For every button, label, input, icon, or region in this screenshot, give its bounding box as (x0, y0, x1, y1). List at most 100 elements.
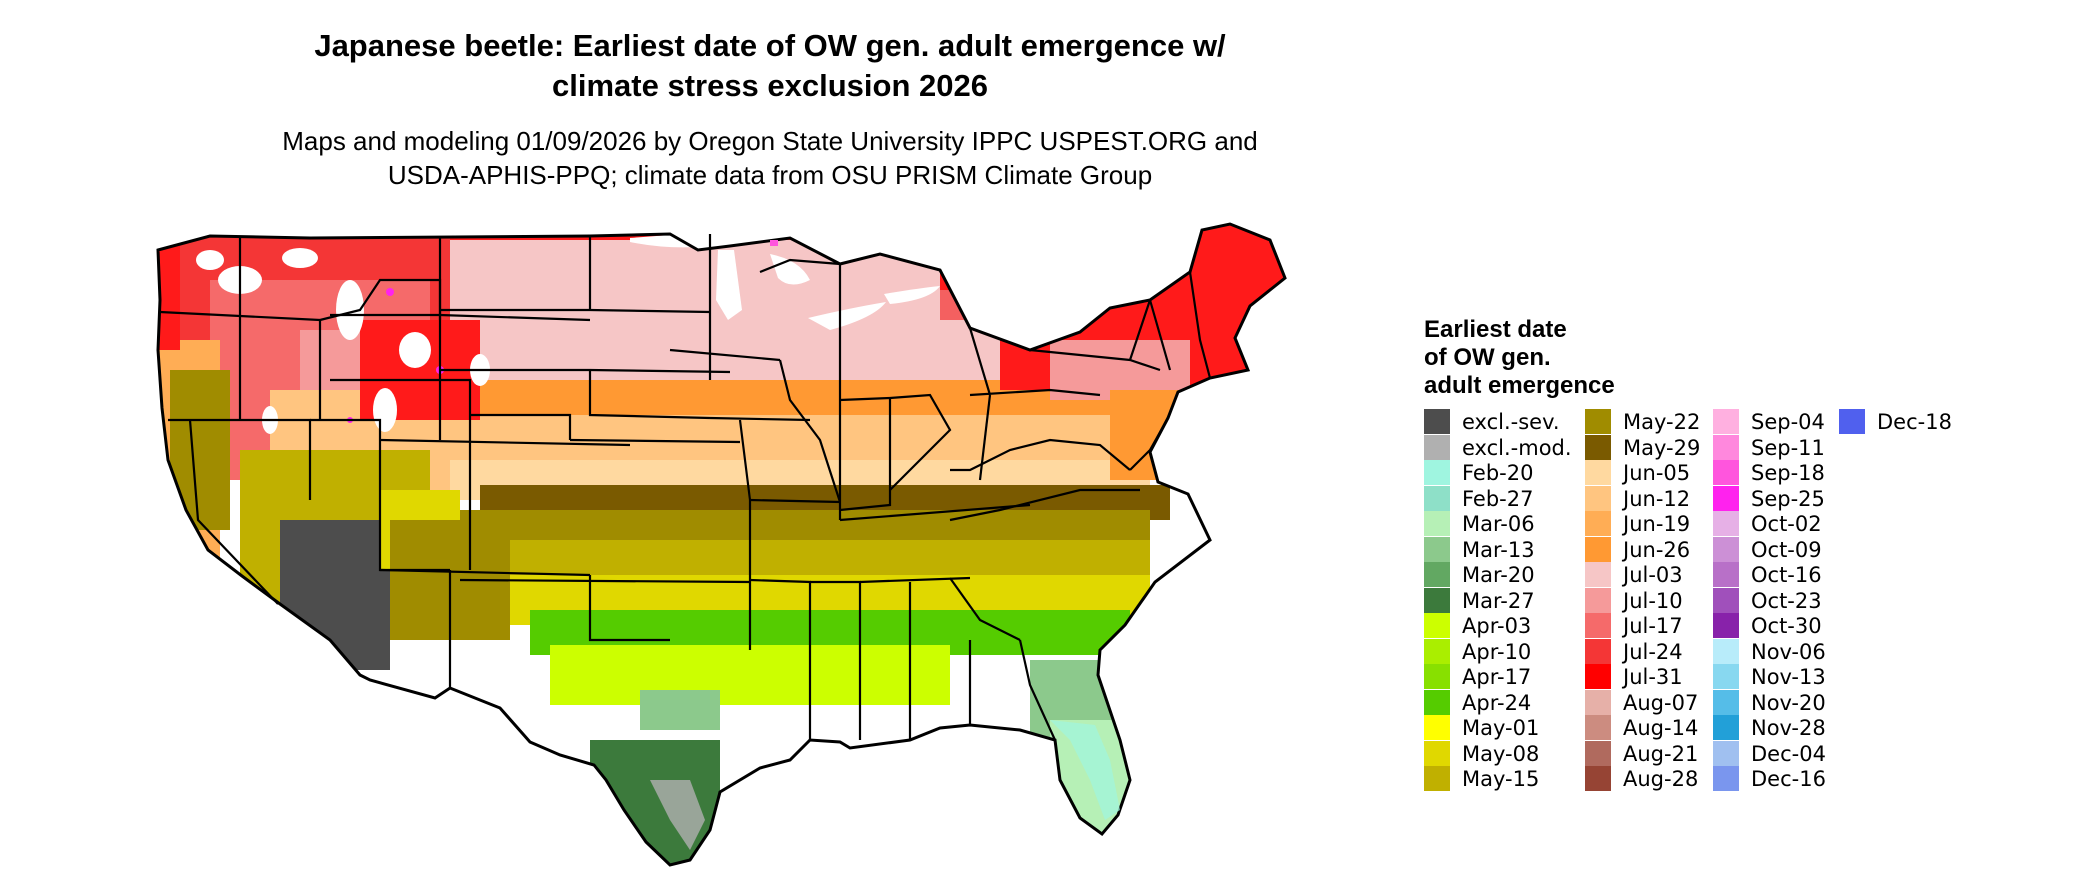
legend-label: excl.-sev. (1462, 410, 1560, 434)
legend-swatch (1585, 562, 1611, 587)
legend-label: May-08 (1462, 741, 1540, 766)
legend-label: Mar-27 (1462, 588, 1535, 613)
legend-item: May-15 (1424, 766, 1574, 791)
legend-swatch (1585, 766, 1611, 791)
legend-item: Jun-26 (1585, 536, 1735, 562)
legend-label: Oct-30 (1751, 614, 1822, 638)
legend-label: Oct-09 (1751, 537, 1822, 562)
legend-swatch (1424, 460, 1450, 485)
legend-swatch (1585, 613, 1611, 638)
legend-swatch (1585, 689, 1611, 715)
legend-label: Jul-24 (1623, 639, 1683, 664)
legend-label: Nov-13 (1751, 665, 1826, 689)
legend-item: Dec-16 (1713, 766, 1863, 791)
legend-item: Feb-20 (1424, 460, 1574, 485)
legend-swatch (1713, 664, 1739, 689)
legend-item: Mar-06 (1424, 511, 1574, 536)
legend-item: Apr-03 (1424, 613, 1574, 638)
legend-item: Dec-04 (1713, 740, 1863, 766)
legend-swatch (1424, 613, 1450, 638)
legend-label: Sep-18 (1751, 461, 1825, 485)
legend-swatch (1713, 460, 1739, 485)
legend-item: Aug-21 (1585, 740, 1735, 766)
legend-item: Jun-19 (1585, 511, 1735, 536)
legend-swatch (1713, 434, 1739, 460)
coastal-accents (650, 240, 1120, 850)
legend-label: Apr-24 (1462, 690, 1532, 715)
legend-title-line-3: adult emergence (1424, 372, 1615, 399)
legend-item: Nov-28 (1713, 715, 1863, 740)
legend-label: Mar-13 (1462, 537, 1535, 562)
legend-label: Jul-17 (1623, 614, 1683, 638)
legend-label: May-15 (1462, 767, 1540, 791)
legend-swatch (1713, 562, 1739, 587)
legend-label: Jun-26 (1623, 537, 1691, 562)
legend-item: May-22 (1585, 409, 1735, 434)
legend-label: Aug-21 (1623, 741, 1699, 766)
legend-label: Mar-20 (1462, 563, 1535, 587)
legend-label: Nov-20 (1751, 690, 1826, 715)
legend-item: Oct-30 (1713, 613, 1863, 638)
great-lakes (630, 226, 940, 330)
legend-item: Jul-31 (1585, 664, 1735, 689)
legend-item: Aug-07 (1585, 689, 1735, 715)
legend-swatch (1585, 460, 1611, 485)
legend-swatch (1713, 536, 1739, 562)
legend-label: Feb-27 (1462, 486, 1534, 511)
legend-swatch (1424, 664, 1450, 689)
legend-label: May-29 (1623, 435, 1701, 460)
legend-swatch (1713, 638, 1739, 664)
legend-swatch (1585, 434, 1611, 460)
legend-label: Aug-07 (1623, 690, 1699, 715)
legend-label: Jun-19 (1623, 512, 1691, 536)
legend-item: Oct-23 (1713, 587, 1863, 613)
legend-swatch (1839, 409, 1865, 434)
legend-swatch (1585, 485, 1611, 511)
legend-label: Jun-12 (1623, 486, 1691, 511)
legend-label: Oct-02 (1751, 512, 1822, 536)
legend-label: Nov-28 (1751, 716, 1826, 740)
legend-item: Mar-13 (1424, 536, 1574, 562)
legend-label: May-01 (1462, 716, 1540, 740)
us-emergence-map (156, 222, 1287, 867)
legend-item: May-08 (1424, 740, 1574, 766)
legend-swatch (1713, 511, 1739, 536)
legend-item: Jun-05 (1585, 460, 1735, 485)
legend-item: Aug-14 (1585, 715, 1735, 740)
legend-swatch (1424, 434, 1450, 460)
legend-item: Jul-03 (1585, 562, 1735, 587)
legend-item: May-01 (1424, 715, 1574, 740)
legend-label: Apr-03 (1462, 614, 1532, 638)
legend-item: Sep-11 (1713, 434, 1863, 460)
legend-label: Sep-04 (1751, 410, 1825, 434)
legend-swatch (1424, 562, 1450, 587)
legend-label: Apr-17 (1462, 665, 1532, 689)
legend-label: Oct-16 (1751, 563, 1822, 587)
legend-label: Sep-25 (1751, 486, 1825, 511)
state-boundaries (156, 222, 1287, 867)
legend-swatch (1424, 536, 1450, 562)
legend-swatch (1424, 638, 1450, 664)
legend-label: May-22 (1623, 410, 1701, 434)
legend-item: Nov-06 (1713, 638, 1863, 664)
legend-swatch (1713, 587, 1739, 613)
legend-swatch (1585, 587, 1611, 613)
legend-item: Sep-25 (1713, 485, 1863, 511)
legend-item: Sep-04 (1713, 409, 1863, 434)
legend-item: Jun-12 (1585, 485, 1735, 511)
legend-item: Apr-24 (1424, 689, 1574, 715)
legend-item: Oct-09 (1713, 536, 1863, 562)
legend-swatch (1585, 536, 1611, 562)
legend-label: excl.-mod. (1462, 435, 1572, 460)
legend-swatch (1424, 485, 1450, 511)
legend-item: Jul-17 (1585, 613, 1735, 638)
legend-title-line-1: Earliest date (1424, 316, 1567, 343)
legend-swatch (1713, 740, 1739, 766)
legend-swatch (1424, 511, 1450, 536)
legend-swatch (1713, 409, 1739, 434)
legend-swatch (1424, 689, 1450, 715)
map-title: Japanese beetle: Earliest date of OW gen… (160, 26, 1380, 106)
legend-item: Jul-10 (1585, 587, 1735, 613)
legend-swatch (1424, 766, 1450, 791)
legend-item: Jul-24 (1585, 638, 1735, 664)
